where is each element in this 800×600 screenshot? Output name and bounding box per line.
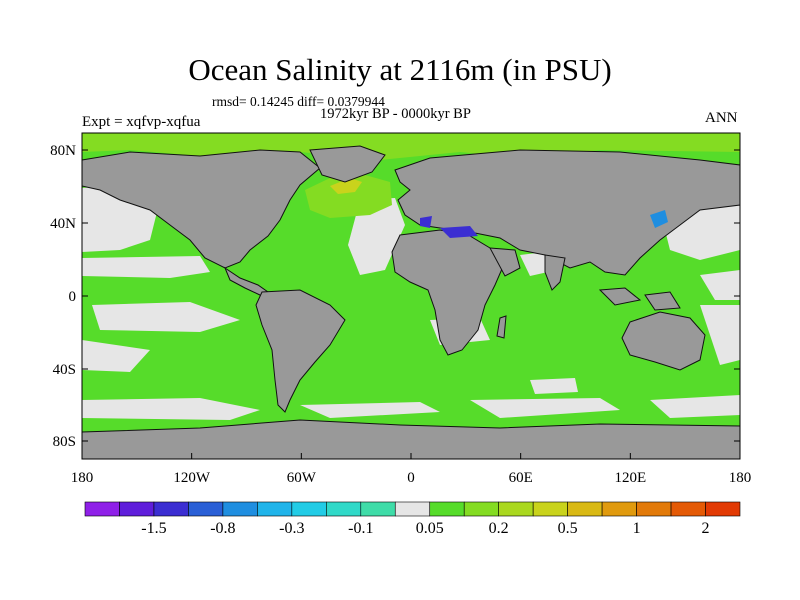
stats-text: rmsd= 0.14245 diff= 0.0379944 <box>212 94 385 109</box>
longitude-axis: 180 120W 60W 0 60E 120E 180 <box>71 453 752 486</box>
lat-tick-label: 80S <box>53 434 76 450</box>
season-label: ANN <box>705 110 738 126</box>
latitude-axis: 80N 40N 0 40S 80S <box>50 143 740 450</box>
colorbar-swatch <box>360 501 396 517</box>
colorbar-label: 0.05 <box>416 520 444 537</box>
colorbar-swatch <box>705 501 741 517</box>
lat-tick-label: 40N <box>50 216 76 232</box>
colorbar-label: 0.2 <box>489 520 509 537</box>
colorbar-swatch <box>463 501 499 517</box>
lon-tick-label: 0 <box>407 470 415 486</box>
land-masses <box>81 145 741 460</box>
map-title: Ocean Salinity at 2116m (in PSU) <box>188 52 612 87</box>
colorbar-swatch <box>532 501 568 517</box>
north-atlantic-region <box>305 175 392 218</box>
colorbar-swatch <box>222 501 258 517</box>
colorbar-swatch <box>429 501 465 517</box>
colorbar-swatch <box>119 501 155 517</box>
colorbar-label: -0.1 <box>348 520 373 537</box>
colorbar-swatch <box>84 501 120 517</box>
experiment-label: Expt = xqfvp-xqfua <box>82 114 201 130</box>
colorbar-swatch <box>394 501 431 517</box>
lon-tick-label: 60E <box>509 470 533 486</box>
map-panel <box>81 132 741 460</box>
colorbar-label: 2 <box>702 520 710 537</box>
mediterranean-region <box>420 216 478 238</box>
colorbar-swatch <box>326 501 362 517</box>
colorbar-label: -1.5 <box>141 520 166 537</box>
colorbar-label: -0.3 <box>279 520 304 537</box>
colorbar-swatch <box>257 501 293 517</box>
lat-tick-label: 40S <box>53 362 76 378</box>
lon-tick-label: 180 <box>71 470 94 486</box>
colorbar-swatch <box>153 501 189 517</box>
lat-tick-label: 0 <box>69 289 77 305</box>
colorbar-swatch <box>636 501 672 517</box>
japan-sea-region <box>650 210 668 228</box>
colorbar-labels: -1.5 -0.8 -0.3 -0.1 0.05 0.2 0.5 1 2 <box>141 520 709 537</box>
colorbar-swatch <box>188 501 224 517</box>
colorbar-swatch <box>567 501 603 517</box>
lon-tick-label: 180 <box>729 470 752 486</box>
lon-tick-label: 120E <box>614 470 646 486</box>
colorbar-swatch <box>498 501 534 517</box>
colorbar-swatch <box>601 501 637 517</box>
period-text: 1972kyr BP - 0000kyr BP <box>320 106 471 122</box>
lon-tick-label: 60W <box>287 470 317 486</box>
colorbar-label: -0.8 <box>210 520 235 537</box>
lat-tick-label: 80N <box>50 143 76 159</box>
colorbar <box>84 501 741 517</box>
colorbar-swatch <box>291 501 327 517</box>
colorbar-swatch <box>670 501 706 517</box>
lon-tick-label: 120W <box>173 470 211 486</box>
colorbar-label: 0.5 <box>558 520 578 537</box>
colorbar-label: 1 <box>633 520 641 537</box>
